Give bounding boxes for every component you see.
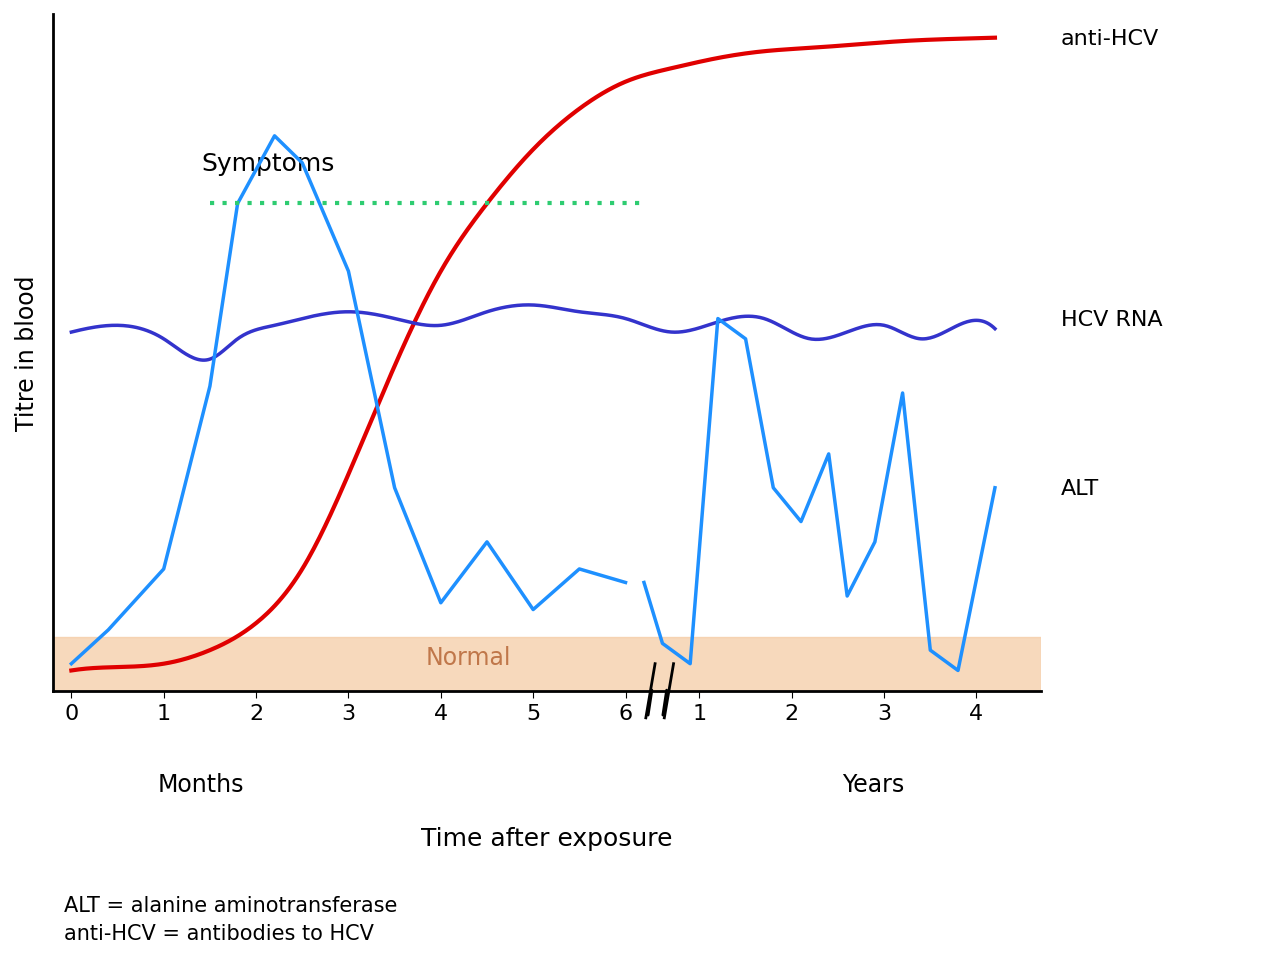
Text: Symptoms: Symptoms	[201, 152, 334, 175]
Text: HCV RNA: HCV RNA	[1061, 309, 1162, 329]
Text: Months: Months	[157, 772, 244, 796]
Text: Normal: Normal	[425, 645, 511, 669]
Bar	[52, 637, 1041, 691]
Text: Time after exposure: Time after exposure	[421, 826, 673, 850]
Text: ALT: ALT	[1061, 478, 1100, 498]
Text: ALT = alanine aminotransferase: ALT = alanine aminotransferase	[64, 895, 397, 915]
Text: anti-HCV: anti-HCV	[1061, 29, 1160, 49]
Text: Years: Years	[842, 772, 904, 796]
Y-axis label: Titre in blood: Titre in blood	[15, 275, 38, 431]
Text: anti-HCV = antibodies to HCV: anti-HCV = antibodies to HCV	[64, 923, 374, 943]
